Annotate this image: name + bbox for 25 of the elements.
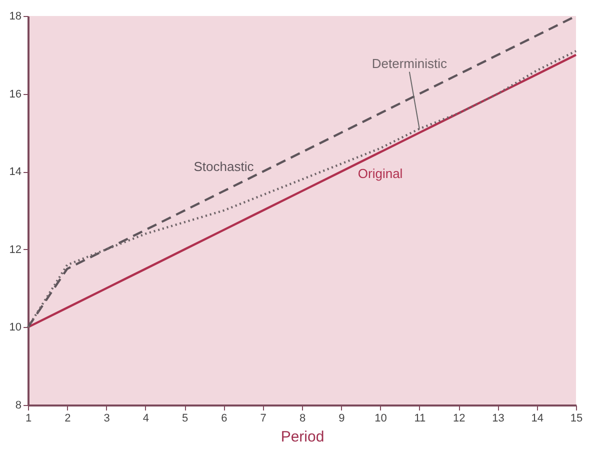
series-label: Original bbox=[358, 166, 403, 182]
y-tick-label: 8 bbox=[15, 400, 22, 412]
y-tick-label: 16 bbox=[9, 88, 22, 100]
x-tick-label: 8 bbox=[299, 412, 306, 424]
x-tick-label: 14 bbox=[531, 412, 544, 424]
x-tick-label: 1 bbox=[25, 412, 32, 424]
x-tick-label: 10 bbox=[374, 412, 387, 424]
x-tick-label: 6 bbox=[221, 412, 228, 424]
x-tick-label: 13 bbox=[492, 412, 504, 424]
y-tick-label: 18 bbox=[9, 10, 22, 22]
x-tick-label: 9 bbox=[338, 412, 345, 424]
series-label: Stochastic bbox=[194, 159, 254, 174]
x-tick-label: 2 bbox=[64, 412, 71, 424]
x-axis-title: Period bbox=[280, 428, 324, 446]
text: Deterministic bbox=[372, 56, 448, 71]
x-tick-label: 12 bbox=[452, 412, 466, 424]
y-tick-label: 12 bbox=[9, 244, 22, 256]
x-tick-label: 7 bbox=[260, 412, 266, 424]
x-tick-label: 3 bbox=[104, 412, 110, 424]
y-tick-label: 10 bbox=[9, 322, 22, 334]
x-tick-label: 11 bbox=[414, 412, 426, 424]
x-tick-label: 5 bbox=[182, 412, 188, 424]
x-tick-label: 4 bbox=[142, 412, 149, 424]
x-tick-label: 15 bbox=[570, 412, 583, 424]
y-tick-label: 14 bbox=[9, 166, 22, 178]
